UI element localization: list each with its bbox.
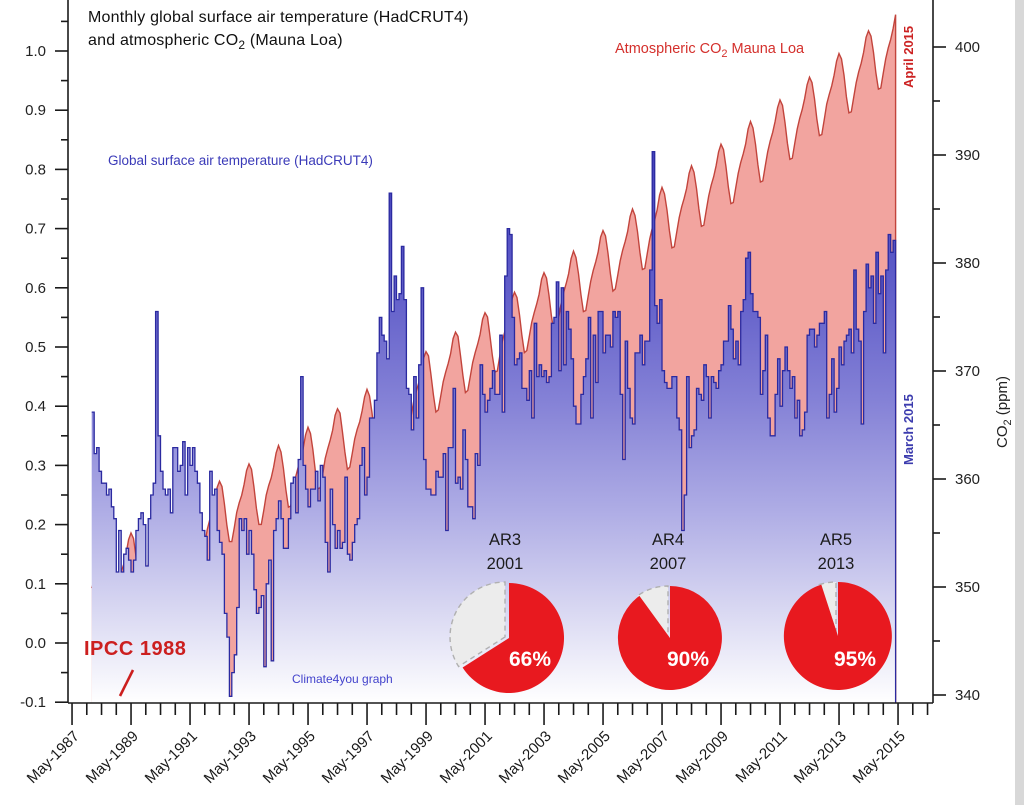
screenshot-edge-strip: [1015, 0, 1024, 805]
watermark-text: Climate4you graph: [292, 672, 393, 686]
temp-last-month-label: March 2015: [901, 394, 916, 465]
svg-text:350: 350: [955, 579, 980, 596]
svg-text:May-1995: May-1995: [260, 728, 319, 787]
svg-text:0.9: 0.9: [25, 102, 46, 119]
chart-title-line1: Monthly global surface air temperature (…: [88, 9, 469, 26]
svg-text:May-2015: May-2015: [850, 728, 909, 787]
svg-text:0.2: 0.2: [25, 517, 46, 534]
pie-ar3-name: AR3: [488, 531, 522, 549]
svg-text:360: 360: [955, 471, 980, 488]
svg-text:0.4: 0.4: [25, 398, 46, 415]
svg-text:0.1: 0.1: [25, 576, 46, 593]
svg-text:0.0: 0.0: [25, 635, 46, 652]
svg-text:May-2001: May-2001: [437, 728, 496, 787]
svg-text:May-2003: May-2003: [496, 728, 555, 787]
svg-text:May-2009: May-2009: [673, 728, 732, 787]
chart-title-line2: and atmospheric CO: [88, 32, 239, 50]
svg-text:1.0: 1.0: [25, 43, 46, 60]
pie-ar5-percent: 95%: [833, 648, 877, 671]
co2-last-month-label: April 2015: [901, 25, 916, 88]
chart-title-sub2: 2: [238, 38, 246, 53]
pie-label-ar4: AR4 2007: [622, 529, 714, 577]
svg-text:May-2007: May-2007: [614, 728, 673, 787]
svg-text:May-1997: May-1997: [319, 728, 378, 787]
legend-co2-text: Atmospheric CO: [615, 41, 722, 57]
legend-co2-sub: 2: [721, 47, 728, 60]
pie-label-ar3: AR3 2001: [459, 529, 551, 577]
svg-text:May-1993: May-1993: [201, 728, 260, 787]
svg-text:340: 340: [955, 687, 980, 704]
svg-text:0.7: 0.7: [25, 221, 46, 238]
svg-text:May-1989: May-1989: [83, 728, 142, 787]
chart-title: Monthly global surface air temperature (…: [88, 6, 469, 55]
svg-text:390: 390: [955, 147, 980, 164]
pie-ar4-year: 2007: [649, 554, 687, 573]
svg-text:0.6: 0.6: [25, 280, 46, 297]
svg-text:May-2011: May-2011: [732, 728, 790, 786]
legend-co2-post: Mauna Loa: [727, 41, 805, 57]
pie-label-ar5: AR5 2013: [790, 529, 882, 577]
legend-co2: Atmospheric CO2 Mauna Loa: [615, 41, 804, 60]
svg-text:370: 370: [955, 363, 980, 380]
right-axis-label-pre: CO: [994, 425, 1011, 449]
right-axis-label-post: (ppm): [994, 376, 1011, 420]
pie-ar5-name: AR5: [819, 531, 853, 549]
pie-ar3-percent: 66%: [508, 648, 552, 671]
svg-text:-0.1: -0.1: [20, 694, 46, 711]
svg-text:0.5: 0.5: [25, 339, 46, 356]
ipcc-1988-annotation: IPCC 1988: [84, 638, 187, 660]
legend-temperature: Global surface air temperature (HadCRUT4…: [108, 153, 373, 168]
svg-text:May-2013: May-2013: [791, 728, 850, 787]
svg-text:400: 400: [955, 39, 980, 56]
svg-text:380: 380: [955, 255, 980, 272]
pie-ar5-year: 2013: [817, 554, 855, 573]
svg-text:0.3: 0.3: [25, 457, 46, 474]
svg-text:0.8: 0.8: [25, 161, 46, 178]
pie-ar4-percent: 90%: [666, 648, 710, 671]
svg-text:May-1999: May-1999: [378, 728, 437, 787]
pie-ar4-name: AR4: [651, 531, 685, 549]
svg-text:May-2005: May-2005: [555, 728, 614, 787]
right-axis-label: CO2 (ppm): [994, 376, 1014, 448]
chart-title-line2-post: (Mauna Loa): [245, 32, 343, 50]
svg-text:May-1987: May-1987: [24, 728, 83, 787]
right-axis-label-sub: 2: [1002, 419, 1014, 426]
pie-ar3-year: 2001: [486, 554, 524, 573]
svg-text:May-1991: May-1991: [142, 728, 201, 787]
